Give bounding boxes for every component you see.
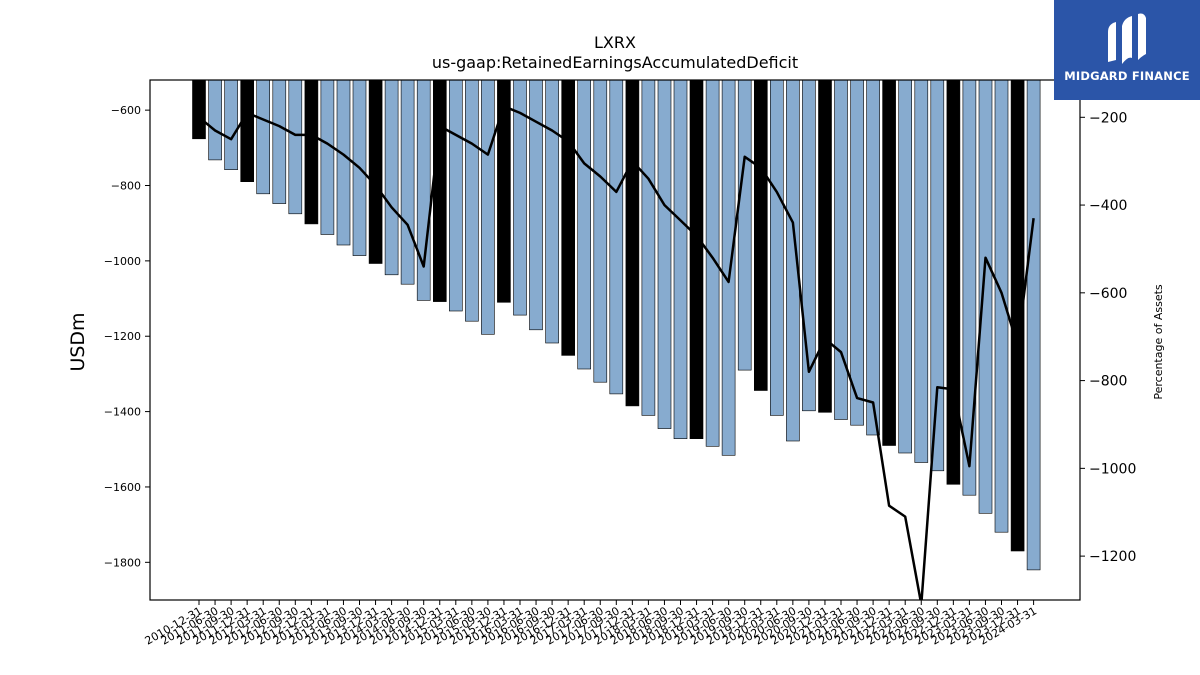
bar-2017-06-30: [609, 79, 624, 395]
bar-series: [192, 79, 1041, 571]
bar-2021-12-31: [898, 79, 913, 454]
logo-text: MIDGARD FINANCE: [1064, 69, 1190, 83]
y-tick-label: −800: [111, 180, 141, 193]
y-axis-right: −200 −400 −600 −800 −1000 −1200: [1080, 110, 1136, 565]
y-tick-label: −600: [111, 104, 141, 117]
y-axis-label: USDm: [67, 312, 89, 371]
bar-2015-09-30: [497, 79, 511, 303]
chart-subtitle: us-gaap:RetainedEarningsAccumulatedDefic…: [432, 53, 798, 72]
plot-area: [149, 79, 1081, 601]
bar-2015-06-30: [481, 79, 495, 335]
y2-tick-label: −1200: [1089, 549, 1136, 565]
bar-2020-09-30: [818, 79, 832, 413]
bar-2012-06-30: [288, 79, 303, 215]
bar-2011-12-31: [256, 79, 271, 195]
bar-2018-09-30: [689, 79, 704, 440]
bar-2014-12-31: [448, 79, 463, 312]
bar-2015-03-31: [465, 79, 479, 322]
x-axis: 2010-12-312011-06-302011-09-302011-12-31…: [143, 600, 1039, 648]
bar-2019-06-30: [737, 79, 752, 371]
bar-2017-09-30: [625, 79, 640, 407]
bar-2021-06-30: [866, 79, 880, 436]
chart-title: LXRX: [594, 33, 636, 52]
bar-2022-03-31: [914, 79, 929, 463]
bar-2011-03-31: [208, 79, 222, 161]
y-tick-label: −1800: [104, 556, 141, 569]
y-axis-left: −600 −800 −1000 −1200 −1400 −1600 −1800: [104, 104, 150, 569]
bar-2012-09-30: [304, 79, 319, 225]
bar-2018-03-31: [657, 79, 672, 429]
bar-2013-12-31: [384, 79, 399, 276]
midgard-logo-icon: [1108, 13, 1146, 64]
y2-tick-label: −400: [1089, 198, 1127, 214]
y2-tick-label: −600: [1089, 286, 1127, 302]
bar-2016-06-30: [545, 79, 559, 344]
y2-axis-label: Percentage of Assets: [1152, 284, 1165, 400]
midgard-finance-logo: MIDGARD FINANCE: [1054, 0, 1200, 100]
bar-2019-03-31: [721, 79, 736, 456]
bar-2014-03-31: [400, 79, 415, 285]
bar-2022-06-30: [930, 79, 945, 472]
bar-2021-03-31: [850, 79, 864, 426]
bar-2011-06-30: [224, 79, 238, 170]
y-tick-label: −1000: [104, 255, 141, 268]
line-series: [198, 105, 1035, 600]
bar-2013-03-31: [336, 79, 351, 246]
bar-2013-09-30: [368, 79, 383, 264]
bar-2021-09-30: [882, 79, 896, 446]
bar-2012-12-31: [320, 79, 335, 235]
y2-tick-label: −200: [1089, 110, 1127, 126]
bar-2022-12-31: [962, 79, 977, 496]
y2-tick-label: −1000: [1089, 461, 1136, 477]
bar-2023-12-31: [1026, 79, 1041, 571]
bar-2017-12-31: [641, 79, 656, 416]
y-tick-label: −1200: [104, 330, 141, 343]
bar-2014-09-30: [432, 79, 447, 302]
bar-2023-03-31: [978, 79, 993, 514]
bar-2017-03-31: [593, 79, 608, 383]
bar-2012-03-31: [272, 79, 287, 204]
bar-2016-09-30: [561, 79, 576, 356]
bar-2018-06-30: [673, 79, 688, 440]
y-tick-label: −1400: [104, 406, 141, 419]
y-tick-label: −1600: [104, 481, 141, 494]
percentage-of-assets-line: [198, 105, 1035, 600]
bar-2011-09-30: [240, 79, 254, 182]
y2-tick-label: −800: [1089, 374, 1127, 390]
bar-2022-09-30: [946, 79, 961, 485]
bar-2016-03-31: [529, 79, 543, 331]
bar-2019-12-31: [769, 79, 784, 416]
bar-2019-09-30: [753, 79, 768, 391]
bar-2016-12-31: [577, 79, 592, 370]
bar-2010-12-31: [192, 79, 206, 140]
